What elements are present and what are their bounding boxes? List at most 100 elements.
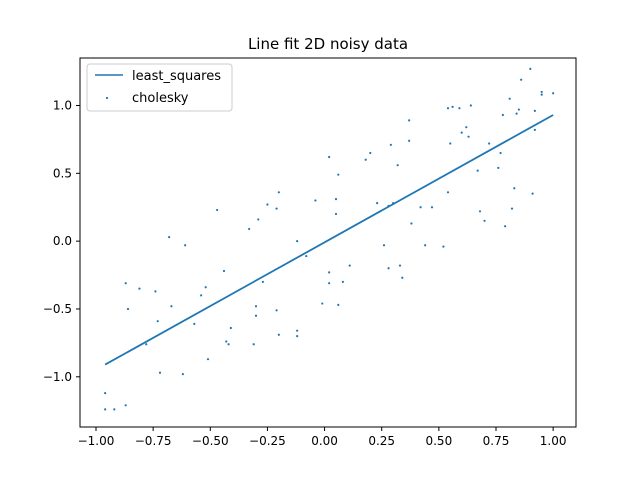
plot-area (80, 58, 576, 427)
scatter-point (200, 294, 203, 297)
legend-box (86, 63, 233, 112)
x-tick-label: −0.50 (192, 434, 229, 448)
scatter-point (168, 235, 171, 239)
axes-layer: −1.00 −0.75 −0.50 −0.25 0.00 0.25 0.50 0.75 1.00… (43, 57, 577, 448)
scatter-point (469, 104, 472, 107)
scatter-point (321, 302, 324, 305)
scatter-point (184, 244, 187, 247)
scatter-point (424, 244, 427, 247)
scatter-point (337, 173, 340, 176)
scatter-point (408, 139, 411, 142)
scatter-point (410, 222, 413, 225)
legend-marker-swatch (105, 96, 109, 100)
y-tick-label: 0.0 (53, 234, 72, 248)
scatter-point (467, 135, 470, 138)
scatter-point (225, 340, 228, 343)
scatter-point (398, 264, 402, 267)
scatter-point (513, 187, 516, 190)
x-tick-label: 0.75 (483, 434, 510, 448)
scatter-point (248, 227, 251, 231)
y-tick-label: 1.0 (53, 98, 72, 112)
scatter-point (296, 329, 299, 332)
scatter-point (104, 408, 107, 411)
scatter-point (348, 264, 351, 267)
scatter-point (252, 343, 255, 346)
scatter-point (430, 206, 434, 209)
scatter-point (449, 142, 452, 145)
scatter-point (305, 254, 308, 258)
scatter-point (510, 207, 514, 210)
scatter-point (501, 113, 504, 117)
y-tick-label: −0.5 (43, 302, 72, 316)
scatter-point (104, 391, 107, 395)
scatter-point (396, 164, 399, 167)
y-tick-label: 0.5 (53, 166, 72, 180)
scatter-point (328, 271, 331, 274)
scatter-point (341, 280, 344, 283)
scatter-point (227, 343, 230, 346)
scatter-point (216, 208, 219, 212)
scatter-point (277, 191, 280, 194)
scatter-point (145, 343, 148, 346)
scatter-point (520, 78, 523, 81)
scatter-point (334, 212, 338, 216)
scatter-point (478, 210, 482, 213)
data-layer (104, 67, 555, 411)
scatter-point (126, 307, 130, 311)
scatter-point (376, 202, 379, 205)
scatter-point (328, 155, 331, 159)
series-line-least-squares (104, 114, 554, 366)
x-tick-label: −0.25 (249, 434, 286, 448)
scatter-point (382, 244, 386, 247)
scatter-point (328, 282, 331, 285)
legend: least_squares cholesky (86, 63, 233, 112)
scatter-point (540, 90, 543, 94)
scatter-point (296, 240, 299, 243)
scatter-point (124, 404, 127, 407)
scatter-point (387, 204, 390, 207)
scatter-point (204, 286, 207, 289)
y-tick-label: −1.0 (43, 370, 72, 384)
scatter-point (515, 112, 518, 115)
scatter-point (314, 199, 317, 202)
scatter-point (508, 97, 511, 100)
x-tick-label: −0.75 (135, 434, 172, 448)
scatter-point (369, 151, 372, 155)
scatter-point (170, 305, 173, 308)
scatter-point (552, 92, 555, 95)
scatter-point (529, 67, 532, 70)
scatter-point (229, 326, 232, 330)
scatter-point (483, 219, 486, 222)
scatter-point (158, 371, 162, 374)
scatter-point (138, 287, 141, 290)
legend-label-cholesky: cholesky (132, 91, 189, 106)
scatter-point (540, 93, 543, 96)
scatter-point (419, 206, 422, 209)
scatter-point (156, 320, 159, 323)
scatter-point (193, 322, 196, 325)
x-tick-label: 0.50 (425, 434, 452, 448)
scatter-point (389, 143, 392, 146)
x-tick-label: −1.00 (78, 434, 115, 448)
scatter-point (334, 197, 338, 201)
scatter-point (275, 207, 278, 210)
scatter-point (387, 267, 390, 270)
legend-label-least-squares: least_squares (132, 69, 221, 84)
scatter-point (517, 108, 520, 111)
scatter-point (531, 192, 534, 195)
scatter-point (364, 158, 367, 161)
scatter-point (254, 305, 258, 308)
scatter-point (504, 225, 507, 228)
scatter-point (277, 333, 280, 336)
x-tick-label: 1.00 (540, 434, 567, 448)
x-tick-label: 0.00 (311, 434, 338, 448)
scatter-point (254, 314, 258, 317)
scatter-point (460, 131, 463, 134)
scatter-point (446, 191, 450, 194)
x-tick-label: 0.25 (368, 434, 395, 448)
axes-frame (79, 57, 577, 428)
scatter-point (442, 245, 445, 248)
scatter-point (451, 105, 454, 108)
scatter-point (181, 372, 184, 376)
